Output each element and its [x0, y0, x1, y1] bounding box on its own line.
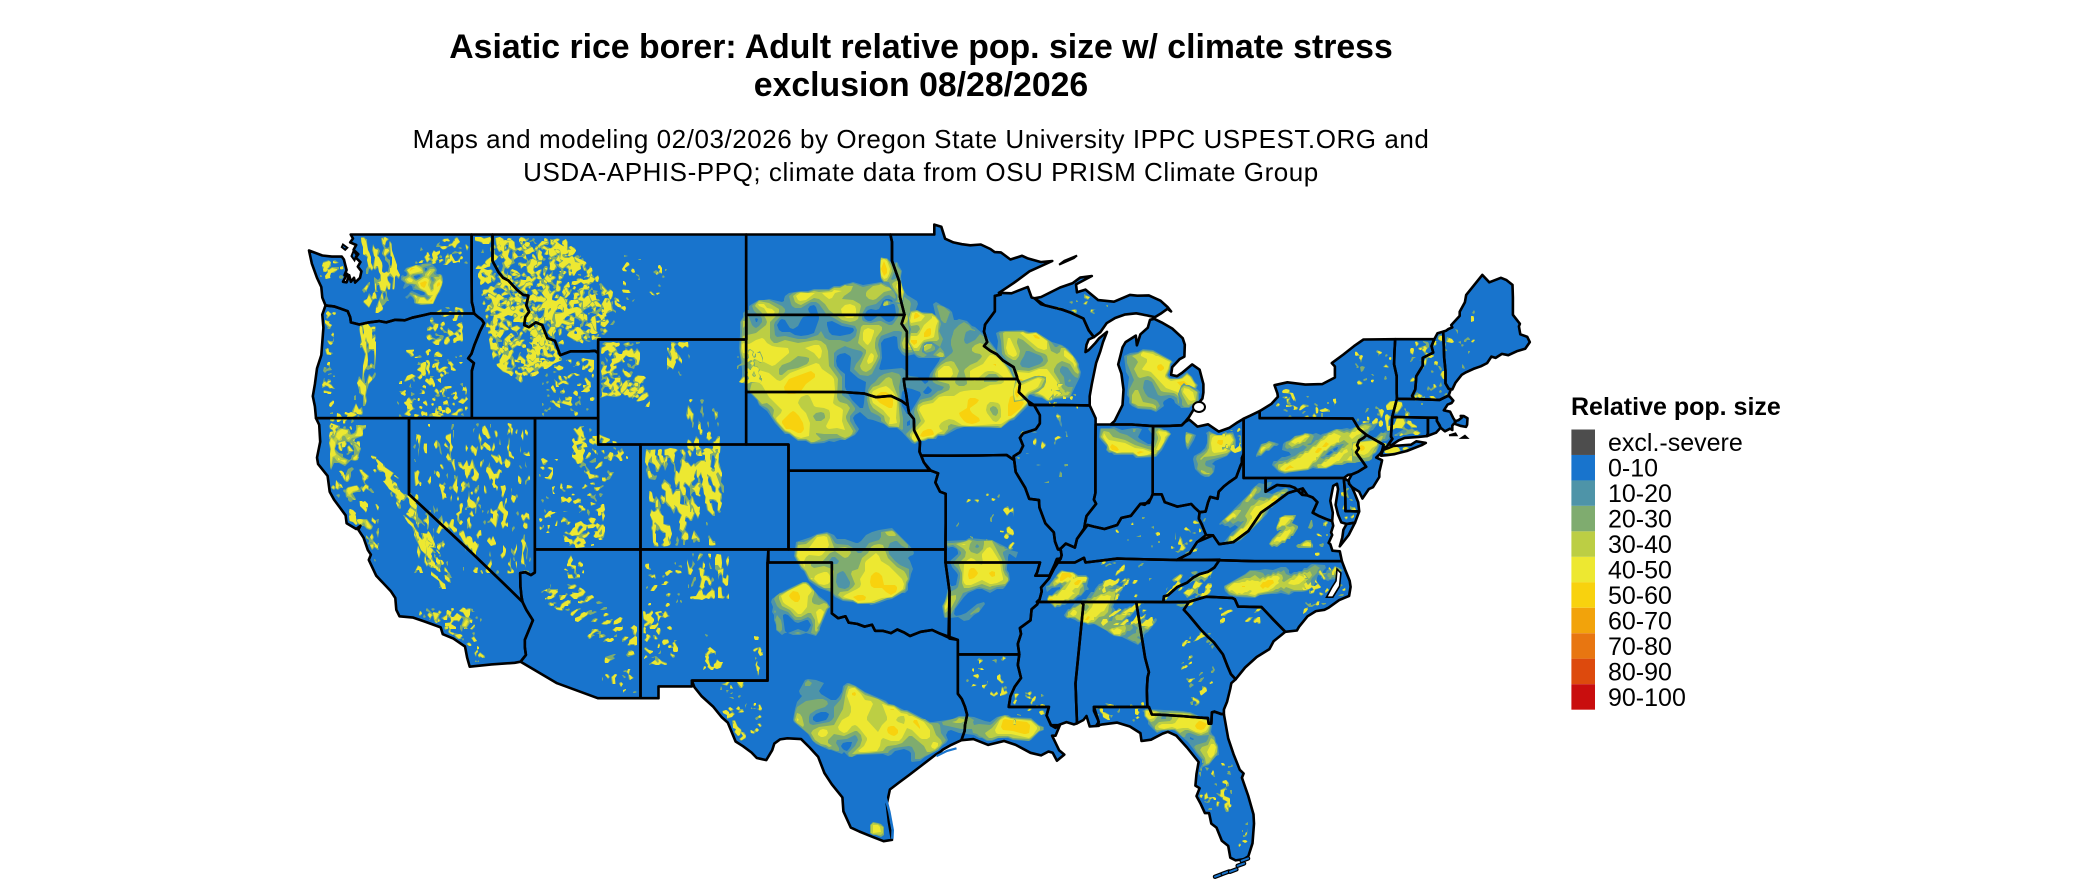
- svg-text:60-70: 60-70: [1608, 608, 1672, 636]
- svg-text:0-10: 0-10: [1608, 455, 1658, 483]
- svg-text:50-60: 50-60: [1608, 582, 1672, 610]
- svg-text:90-100: 90-100: [1608, 684, 1686, 712]
- svg-text:USDA-APHIS-PPQ; climate data f: USDA-APHIS-PPQ; climate data from OSU PR…: [523, 157, 1319, 187]
- svg-text:excl.-severe: excl.-severe: [1608, 429, 1743, 457]
- svg-text:70-80: 70-80: [1608, 633, 1672, 661]
- svg-text:Relative pop. size: Relative pop. size: [1571, 393, 1781, 421]
- svg-text:30-40: 30-40: [1608, 531, 1672, 559]
- svg-text:20-30: 20-30: [1608, 506, 1672, 534]
- svg-text:exclusion 08/28/2026: exclusion 08/28/2026: [754, 66, 1088, 104]
- svg-text:10-20: 10-20: [1608, 480, 1672, 508]
- svg-text:40-50: 40-50: [1608, 557, 1672, 585]
- svg-text:Maps and modeling 02/03/2026 b: Maps and modeling 02/03/2026 by Oregon S…: [413, 124, 1430, 154]
- svg-text:80-90: 80-90: [1608, 659, 1672, 687]
- svg-text:Asiatic rice borer: Adult rela: Asiatic rice borer: Adult relative pop. …: [449, 28, 1393, 66]
